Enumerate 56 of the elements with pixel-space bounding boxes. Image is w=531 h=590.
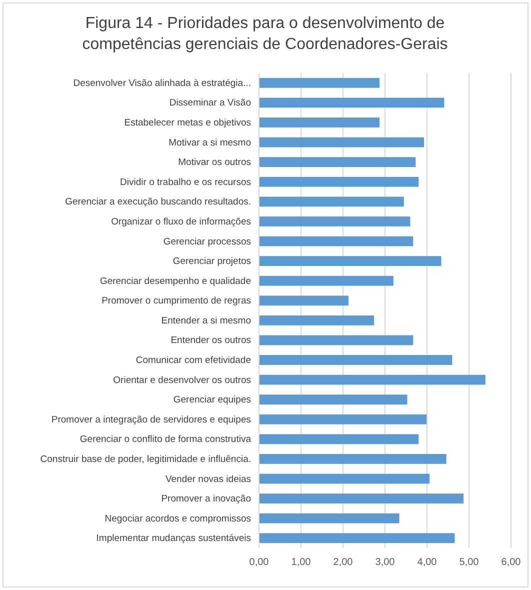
y-tick-label: Estabelecer metas e objetivos (124, 118, 252, 129)
y-tick-label: Gerenciar desempenho e qualidade (100, 276, 251, 287)
y-tick-label: Negociar acordos e compromissos (104, 513, 252, 524)
bar (259, 137, 424, 148)
bar (259, 474, 430, 484)
bar (259, 78, 380, 88)
bar (259, 414, 427, 424)
bar (259, 216, 410, 226)
bar (259, 157, 416, 168)
bar (259, 454, 446, 464)
y-tick-label: Promover a inovação (161, 494, 251, 505)
bar (259, 98, 444, 108)
y-tick-label: Implementar mudanças sustentáveis (96, 533, 252, 544)
bar (259, 315, 374, 326)
bar (259, 434, 419, 444)
y-tick-label: Gerenciar equipes (173, 394, 252, 406)
x-tick-label: 4,00 (417, 557, 438, 568)
y-tick-label: Gerenciar a execução buscando resultados. (65, 196, 251, 208)
bar (259, 256, 442, 266)
y-tick-label: Dividir o trabalho e os recursos (120, 176, 252, 188)
bar (259, 236, 414, 246)
x-tick-label: 5,00 (459, 557, 480, 568)
bar (259, 335, 414, 346)
x-tick-label: 2,00 (333, 557, 354, 568)
y-tick-label: Motivar a si mesmo (168, 137, 251, 148)
bar (259, 533, 455, 544)
bar (259, 394, 408, 405)
x-tick-label: 0,00 (249, 557, 270, 568)
y-tick-label: Promover a integração de servidores e equipes (51, 414, 252, 426)
x-tick-label: 6,00 (501, 557, 522, 568)
y-tick-label: Promover o cumprimento de regras (102, 296, 252, 307)
y-tick-label: Construir base de poder, legitimidade e influência. (40, 454, 251, 465)
bar (259, 176, 419, 187)
y-tick-label: Gerenciar processos (163, 236, 252, 248)
bar (259, 374, 486, 385)
bar (259, 118, 380, 128)
y-tick-label: Gerenciar projetos (172, 256, 252, 268)
bar (259, 494, 464, 504)
bar (259, 296, 348, 306)
y-tick-label: Entender os outros (170, 335, 252, 346)
y-tick-label: Motivar os outros (178, 157, 252, 168)
y-tick-label: Disseminar a Visão (169, 98, 251, 109)
y-tick-label: Organizar o fluxo de informações (111, 216, 252, 228)
y-tick-label: Orientar e desenvolver os outros (113, 374, 252, 386)
bar (259, 276, 394, 286)
bar (259, 196, 404, 207)
y-tick-label: Desenvolver Visão alinhada à estratégia... (73, 78, 251, 89)
bar (259, 513, 400, 524)
y-tick-label: Vender novas ideias (165, 474, 252, 485)
x-tick-label: 1,00 (291, 557, 312, 568)
y-tick-label: Gerenciar o conflito de forma construtiva (80, 434, 252, 446)
y-tick-label: Entender a si mesmo (161, 315, 251, 326)
y-tick-label: Comunicar com efetividade (136, 355, 251, 366)
chart-title: Figura 14 - Prioridades para o desenvolvimento de competências gerenciais de Coordenadores-Gerais (82, 15, 448, 53)
x-tick-label: 3,00 (375, 557, 396, 568)
bar (259, 355, 452, 365)
